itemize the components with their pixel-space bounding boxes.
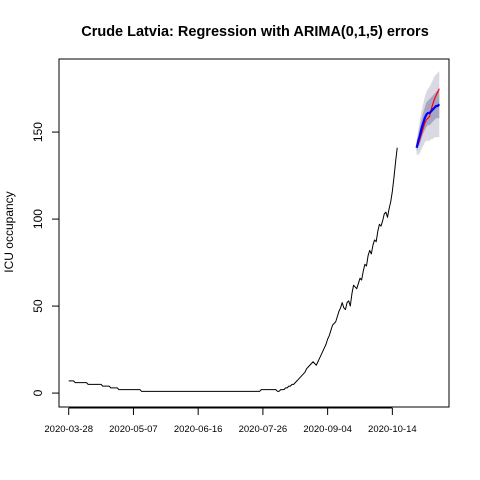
x-tick-label: 2020-10-14 xyxy=(368,424,417,435)
y-axis-label: ICU occupancy xyxy=(2,191,16,272)
x-tick-label: 2020-07-26 xyxy=(239,424,288,435)
x-tick-label: 2020-03-28 xyxy=(44,424,93,435)
forecast-line xyxy=(415,103,441,148)
chart-title: Crude Latvia: Regression with ARIMA(0,1,… xyxy=(81,24,429,40)
y-tick-label: 0 xyxy=(31,389,45,396)
y-tick-label: 50 xyxy=(31,299,45,313)
interval-inner-band xyxy=(416,88,440,152)
x-tick-label: 2020-09-04 xyxy=(303,424,352,435)
x-tick-label: 2020-06-16 xyxy=(174,424,223,435)
y-axis: 0 50 100 150 xyxy=(31,122,60,396)
series-lines xyxy=(68,88,441,392)
x-axis: 2020-03-28 2020-05-07 2020-06-16 2020-07-26… xyxy=(44,407,417,435)
y-tick-label: 100 xyxy=(31,209,45,229)
observed-line xyxy=(68,147,398,392)
y-tick-label: 150 xyxy=(31,122,45,142)
x-tick-label: 2020-05-07 xyxy=(109,424,158,435)
